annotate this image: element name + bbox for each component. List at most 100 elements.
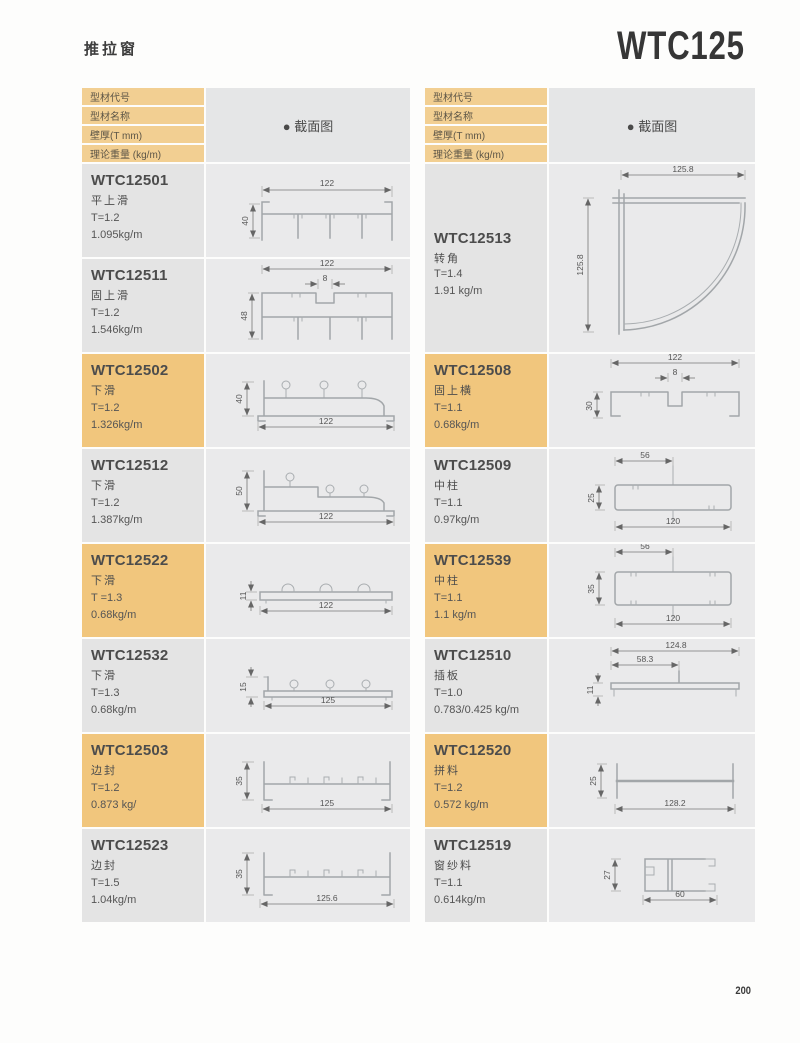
- header-label-name: 型材名称: [82, 107, 204, 124]
- dim-label: 122: [319, 511, 333, 521]
- profile-code: WTC12509: [434, 457, 512, 474]
- profile-name: 下滑: [91, 670, 117, 682]
- cross-section-diagram: 122 8 48: [239, 259, 393, 340]
- profile-name: 平上滑: [91, 195, 130, 207]
- dim-label: 25: [586, 493, 596, 503]
- table-header: 型材代号 型材名称 壁厚(T mm) 理论重量 (kg/m) ● 截面图: [425, 88, 755, 162]
- profile-thickness: T=1.2: [91, 402, 120, 414]
- table-row: WTC12539 中柱 T=1.1 1.1 kg/m 56 35: [425, 544, 755, 637]
- profile-code: WTC12511: [91, 267, 168, 284]
- profile-info-cell: WTC12509 中柱 T=1.1 0.97kg/m: [425, 449, 547, 542]
- profile-info-cell: WTC12532 下滑 T=1.3 0.68kg/m: [82, 639, 204, 732]
- table-row: WTC12513 转角 T=1.4 1.91 kg/m 125.8 125.8: [425, 164, 755, 352]
- profile-code: WTC12520: [434, 742, 512, 759]
- profile-thickness: T=1.4: [434, 268, 463, 280]
- profile-code: WTC12522: [91, 552, 169, 569]
- profile-code: WTC12532: [91, 647, 169, 664]
- profile-thickness: T=1.1: [434, 592, 463, 604]
- dim-label: 125.8: [575, 254, 585, 276]
- dim-label: 128.2: [664, 798, 686, 808]
- profile-thickness: T=1.2: [91, 497, 120, 509]
- profile-code: WTC12512: [91, 457, 169, 474]
- profile-name: 拼料: [434, 765, 460, 777]
- dim-label: 125.8: [672, 164, 694, 174]
- dim-label: 122: [319, 416, 333, 426]
- cross-section-cell: 35 125.6: [206, 829, 410, 922]
- profile-code: WTC12523: [91, 837, 169, 854]
- profile-thickness: T=1.5: [91, 877, 120, 889]
- profile-info-cell: WTC12512 下滑 T=1.2 1.387kg/m: [82, 449, 204, 542]
- cross-section-cell: 25 128.2: [549, 734, 755, 827]
- header-label-thickness: 壁厚(T mm): [82, 126, 204, 143]
- dim-label: 15: [238, 682, 248, 692]
- dim-label: 58.3: [637, 654, 654, 664]
- dim-label: 122: [319, 600, 333, 610]
- cross-section-diagram: 56 25 120: [586, 450, 732, 531]
- header-field-labels: 型材代号 型材名称 壁厚(T mm) 理论重量 (kg/m): [82, 88, 204, 162]
- cross-section-cell: 125.8 125.8: [549, 164, 755, 352]
- profile-weight: 1.387kg/m: [91, 513, 143, 526]
- page-number: 200: [735, 985, 751, 997]
- profile-thickness: T=1.2: [434, 782, 463, 794]
- cross-section-diagram: 125.8 125.8: [575, 164, 746, 335]
- profile-thickness: T =1.3: [91, 592, 123, 604]
- table-row: WTC12503 边封 T=1.2 0.873 kg/ 35 125: [82, 734, 410, 827]
- cross-section-diagram: 15 125: [238, 667, 393, 710]
- profile-weight: 1.04kg/m: [91, 893, 137, 906]
- cross-section-diagram: 124.8 58.3 11: [585, 640, 740, 706]
- table-row: WTC12510 插板 T=1.0 0.783/0.425 kg/m 124.8…: [425, 639, 755, 732]
- dim-label: 35: [234, 869, 244, 879]
- cross-section-cell: 122 8 48: [206, 259, 410, 352]
- profile-weight: 1.91 kg/m: [434, 284, 483, 297]
- profile-thickness: T=1.2: [91, 212, 120, 224]
- profile-name: 固上滑: [91, 290, 130, 302]
- profile-info-cell: WTC12502 下滑 T=1.2 1.326kg/m: [82, 354, 204, 447]
- dim-label: 56: [640, 450, 650, 460]
- profile-info-cell: WTC12522 下滑 T =1.3 0.68kg/m: [82, 544, 204, 637]
- dim-label: 11: [585, 685, 595, 694]
- profile-info-cell: WTC12510 插板 T=1.0 0.783/0.425 kg/m: [425, 639, 547, 732]
- dim-label: 122: [668, 354, 682, 362]
- table-row: WTC12501 平上滑 T=1.2 1.095kg/m 122 40: [82, 164, 410, 257]
- profile-weight: 1.095kg/m: [91, 228, 143, 241]
- header-section-label: ● 截面图: [549, 88, 755, 162]
- dim-label: 8: [673, 367, 678, 377]
- table-row: WTC12519 窗纱料 T=1.1 0.614kg/m 27 60: [425, 829, 755, 922]
- profile-weight: 0.614kg/m: [434, 893, 486, 906]
- table-row: WTC12520 拼料 T=1.2 0.572 kg/m 25 128.2: [425, 734, 755, 827]
- dim-label: 120: [666, 613, 680, 623]
- table-row: WTC12512 下滑 T=1.2 1.387kg/m 50 122: [82, 449, 410, 542]
- profile-weight: 0.68kg/m: [91, 608, 137, 621]
- table-row: WTC12532 下滑 T=1.3 0.68kg/m 15 125: [82, 639, 410, 732]
- profile-info-cell: WTC12520 拼料 T=1.2 0.572 kg/m: [425, 734, 547, 827]
- cross-section-cell: 56 35 120: [549, 544, 755, 637]
- dim-label: 122: [320, 259, 334, 268]
- profile-name: 中柱: [434, 575, 460, 587]
- table-row: WTC12523 边封 T=1.5 1.04kg/m 35 125.6: [82, 829, 410, 922]
- profile-name: 下滑: [91, 480, 117, 492]
- dim-label: 40: [240, 216, 250, 226]
- cross-section-diagram: 56 35 120: [586, 544, 732, 628]
- cross-section-cell: 50 122: [206, 449, 410, 542]
- dim-label: 35: [586, 584, 596, 594]
- dim-label: 27: [602, 870, 612, 880]
- dim-label: 56: [640, 544, 650, 551]
- dim-label: 125: [320, 798, 334, 808]
- dim-label: 8: [323, 273, 328, 283]
- profile-code: WTC12502: [91, 362, 169, 379]
- profile-thickness: T=1.1: [434, 877, 463, 889]
- cross-section-diagram: 27 60: [602, 858, 718, 905]
- cross-section-cell: 11 122: [206, 544, 410, 637]
- profile-info-cell: WTC12539 中柱 T=1.1 1.1 kg/m: [425, 544, 547, 637]
- profile-weight: 0.68kg/m: [91, 703, 137, 716]
- profile-thickness: T=1.1: [434, 402, 463, 414]
- profile-weight: 1.326kg/m: [91, 418, 143, 431]
- dim-label: 125.6: [316, 893, 338, 903]
- profile-weight: 0.572 kg/m: [434, 798, 489, 811]
- table-row: WTC12502 下滑 T=1.2 1.326kg/m 40 122: [82, 354, 410, 447]
- profile-name: 固上横: [434, 385, 473, 397]
- table-row: WTC12509 中柱 T=1.1 0.97kg/m 56 25: [425, 449, 755, 542]
- profile-info-cell: WTC12523 边封 T=1.5 1.04kg/m: [82, 829, 204, 922]
- header-label-thickness: 壁厚(T mm): [425, 126, 547, 143]
